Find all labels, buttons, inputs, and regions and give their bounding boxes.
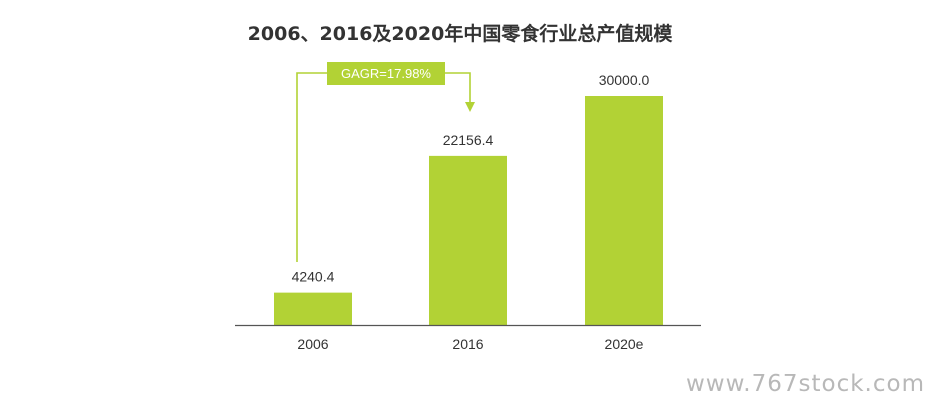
- bar-2006: [274, 292, 352, 325]
- value-label-2006: 4240.4: [292, 269, 335, 285]
- watermark: www.767stock.com: [686, 371, 925, 397]
- cagr-annotation: GAGR=17.98%: [296, 62, 475, 262]
- bar-2016: [429, 155, 507, 325]
- bar-2020e: [585, 96, 663, 325]
- value-labels-group: 4240.4 22156.4 30000.0: [292, 72, 650, 285]
- value-label-2016: 22156.4: [443, 132, 494, 148]
- x-tick-labels-group: 2006 2016 2020e: [297, 336, 643, 352]
- cagr-label-box: [327, 62, 445, 85]
- cagr-arrow-head: [465, 102, 475, 112]
- value-label-2020e: 30000.0: [599, 72, 650, 88]
- x-tick-2006: 2006: [297, 336, 328, 352]
- bars-group: [274, 96, 663, 325]
- x-tick-2020e: 2020e: [605, 336, 644, 352]
- x-tick-2016: 2016: [452, 336, 483, 352]
- chart-title: 2006、2016及2020年中国零食行业总产值规模: [248, 22, 674, 45]
- cagr-label: GAGR=17.98%: [341, 66, 431, 81]
